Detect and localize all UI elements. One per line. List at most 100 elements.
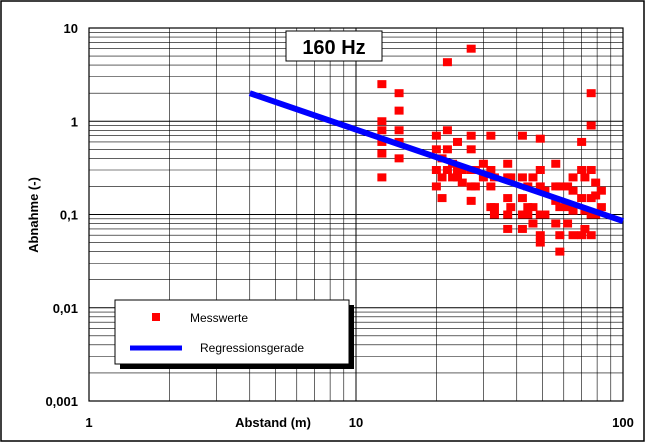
data-point-messwerte xyxy=(486,131,496,140)
y-tick-label: 10 xyxy=(64,21,78,36)
data-point-messwerte xyxy=(377,137,387,146)
data-point-messwerte xyxy=(377,80,387,89)
data-point-messwerte xyxy=(577,137,587,146)
regression-line xyxy=(248,90,624,224)
data-point-messwerte xyxy=(394,106,404,115)
data-point-messwerte xyxy=(528,203,538,212)
data-point-messwerte xyxy=(506,203,516,212)
data-point-messwerte xyxy=(591,191,601,200)
data-point-messwerte xyxy=(431,166,441,175)
y-tick-label: 0,1 xyxy=(60,208,78,223)
plot-area-border xyxy=(88,27,624,402)
data-point-messwerte xyxy=(448,173,458,182)
data-point-messwerte xyxy=(586,231,596,240)
data-point-messwerte xyxy=(503,159,513,168)
data-point-messwerte xyxy=(523,210,533,219)
data-point-messwerte xyxy=(489,203,499,212)
y-tick-label: 1 xyxy=(71,114,78,129)
data-point-messwerte xyxy=(394,154,404,163)
data-point-messwerte xyxy=(431,131,441,140)
data-point-messwerte xyxy=(486,182,496,191)
data-point-messwerte xyxy=(478,159,488,168)
data-point-messwerte xyxy=(580,173,590,182)
data-point-messwerte xyxy=(568,173,578,182)
data-point-messwerte xyxy=(377,149,387,158)
data-point-messwerte xyxy=(577,194,587,203)
data-point-messwerte xyxy=(535,166,545,175)
chart-title: 160 Hz xyxy=(302,37,365,59)
data-point-messwerte xyxy=(453,137,463,146)
data-point-messwerte xyxy=(563,182,573,191)
data-point-messwerte xyxy=(517,224,527,233)
data-point-messwerte xyxy=(506,173,516,182)
data-point-messwerte xyxy=(517,173,527,182)
data-point-messwerte xyxy=(453,166,463,175)
data-point-messwerte xyxy=(586,89,596,98)
data-point-messwerte xyxy=(555,203,565,212)
data-point-messwerte xyxy=(377,126,387,135)
grid xyxy=(88,28,623,402)
data-point-messwerte xyxy=(377,173,387,182)
data-point-messwerte xyxy=(453,173,463,182)
data-point-messwerte xyxy=(568,186,578,195)
data-point-messwerte xyxy=(457,178,467,187)
y-tick-label: 0,01 xyxy=(53,301,78,316)
y-axis-label: Abnahme (-) xyxy=(26,177,41,253)
data-point-messwerte xyxy=(431,182,441,191)
data-point-messwerte xyxy=(577,166,587,175)
data-point-messwerte xyxy=(442,126,452,135)
data-point-messwerte xyxy=(517,210,527,219)
data-point-messwerte xyxy=(431,145,441,154)
x-tick-label: 100 xyxy=(612,415,634,430)
data-point-messwerte xyxy=(586,166,596,175)
data-point-messwerte xyxy=(540,210,550,219)
data-point-messwerte xyxy=(503,194,513,203)
data-point-messwerte xyxy=(466,131,476,140)
data-point-messwerte xyxy=(555,231,565,240)
data-point-messwerte xyxy=(535,182,545,191)
data-point-messwerte xyxy=(489,210,499,219)
data-point-messwerte xyxy=(586,121,596,130)
data-point-messwerte xyxy=(551,219,561,228)
legend: Messwerte Regressionsgerade xyxy=(114,299,354,369)
data-point-messwerte xyxy=(591,178,601,187)
data-point-messwerte xyxy=(523,203,533,212)
data-point-messwerte xyxy=(442,58,452,67)
data-point-messwerte xyxy=(377,117,387,126)
data-point-messwerte xyxy=(563,219,573,228)
data-point-messwerte xyxy=(394,126,404,135)
data-point-messwerte xyxy=(577,231,587,240)
data-point-messwerte xyxy=(503,210,513,219)
data-point-messwerte xyxy=(466,44,476,53)
data-point-messwerte xyxy=(466,196,476,205)
data-point-messwerte xyxy=(580,224,590,233)
data-point-messwerte xyxy=(568,206,578,215)
data-point-messwerte xyxy=(478,173,488,182)
x-axis-label: Abstand (m) xyxy=(235,415,311,430)
data-point-messwerte xyxy=(437,173,447,182)
tick-labels: 1 10 100 10 1 0,1 0,01 0,001 xyxy=(45,21,633,430)
legend-label-messwerte: Messwerte xyxy=(190,311,248,325)
data-point-messwerte xyxy=(596,186,606,195)
data-point-messwerte xyxy=(442,166,452,175)
data-point-messwerte xyxy=(555,247,565,256)
data-point-messwerte xyxy=(517,194,527,203)
data-point-messwerte xyxy=(528,219,538,228)
data-point-messwerte xyxy=(528,173,538,182)
data-point-messwerte xyxy=(535,238,545,247)
data-point-messwerte xyxy=(503,224,513,233)
data-point-messwerte xyxy=(457,166,467,175)
data-point-messwerte xyxy=(535,231,545,240)
data-point-messwerte xyxy=(535,134,545,143)
chart-title-background xyxy=(285,30,383,62)
data-point-messwerte xyxy=(517,131,527,140)
data-point-messwerte xyxy=(540,186,550,195)
data-point-messwerte xyxy=(555,182,565,191)
data-point-messwerte xyxy=(486,166,496,175)
x-tick-label: 10 xyxy=(349,415,363,430)
data-point-messwerte xyxy=(563,203,573,212)
data-point-messwerte xyxy=(568,231,578,240)
legend-marker-messwerte xyxy=(152,313,160,321)
